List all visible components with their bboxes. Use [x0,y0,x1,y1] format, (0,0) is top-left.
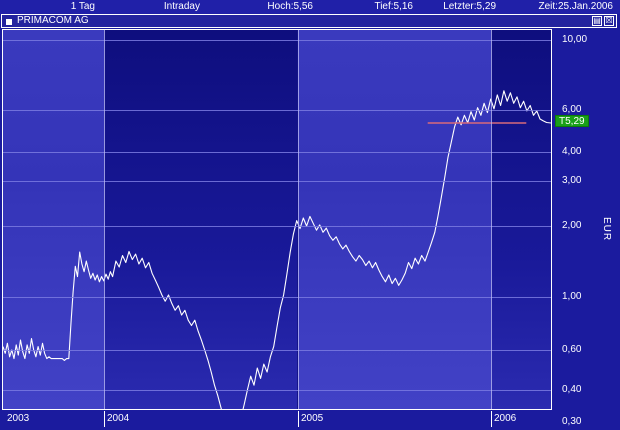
gridline-h-10,00 [3,40,551,41]
y-tick-label: 6,00 [562,104,582,115]
x-axis-separator [104,411,105,427]
last-price-marker: T5,29 [555,115,589,127]
legend-color-swatch [6,19,12,25]
gridline-h-0,40 [3,390,551,391]
y-tick-label: 0,60 [562,344,582,355]
x-tick-label: 2005 [301,413,324,424]
y-tick-label: 4,00 [562,146,582,157]
gridline-v-2004 [104,30,105,409]
x-axis-separator [491,411,492,427]
price-line-svg [3,90,551,409]
y-tick-label: 0,30 [562,416,582,427]
low-field: Tief:5,16 [374,1,413,12]
y-axis: T5,29 EUR 10,00 6,00 4,00 3,00 2,00 1,00 0,60 0… [553,29,620,427]
price-line [3,90,551,409]
restore-button[interactable]: ▤ [592,16,602,26]
y-tick-label: 0,40 [562,384,582,395]
year-band-2006 [491,30,551,409]
quote-info-bar: 1 Tag Intraday Hoch:5,56 Tief:5,16 Letzter:5… [0,0,620,14]
x-tick-label: 2003 [7,413,30,424]
y-tick-label: 10,00 [562,34,588,45]
chart-plot-area[interactable] [3,30,551,409]
period-field: 1 Tag [70,1,95,12]
y-axis-unit-label: EUR [601,217,612,242]
high-field: Hoch:5,56 [267,1,313,12]
datetime-field: Zeit:25.Jan.2006 [538,1,614,12]
x-axis-separator [298,411,299,427]
gridline-h-6,00 [3,110,551,111]
gridline-h-0,60 [3,350,551,351]
year-band-2005 [298,30,491,409]
year-band-2004 [104,30,297,409]
chart-plot-frame[interactable] [2,29,552,410]
gridline-h-1,00 [3,297,551,298]
gridline-v-2005 [298,30,299,409]
window-title: PRIMACOM AG [17,15,89,26]
last-field: Letzter:5,29 [443,1,496,12]
x-tick-label: 2004 [107,413,130,424]
window-controls[interactable]: ▤ ☒ [592,16,614,26]
gridline-v-2006 [491,30,492,409]
gridline-h-4,00 [3,152,551,153]
x-axis: 2003 2004 2005 2006 [2,411,552,430]
mode-field: Intraday [163,1,200,12]
gridline-h-2,00 [3,226,551,227]
y-tick-label: 2,00 [562,220,582,231]
y-tick-label: 1,00 [562,291,582,302]
close-button[interactable]: ☒ [604,16,614,26]
y-tick-label: 3,00 [562,175,582,186]
gridline-h-3,00 [3,181,551,182]
x-tick-label: 2006 [494,413,517,424]
window-title-bar[interactable]: PRIMACOM AG ▤ ☒ [1,14,617,28]
